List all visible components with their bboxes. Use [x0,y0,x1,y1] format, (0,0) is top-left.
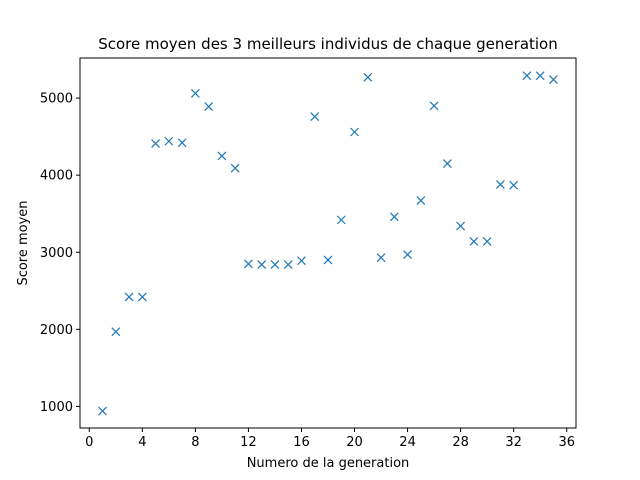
y-tick-label: 1000 [40,400,73,415]
data-point [257,260,267,270]
data-point [98,406,107,416]
data-point [164,136,174,146]
data-point [403,250,412,259]
x-axis-label: Numero de la generation [247,456,410,471]
data-point [495,179,505,189]
data-point [230,163,240,173]
data-point [416,196,426,206]
data-point [124,292,134,302]
data-point [204,102,214,111]
data-point [442,159,452,169]
x-tick-label: 0 [85,435,93,450]
x-tick-label: 4 [138,435,146,450]
data-point [363,72,373,82]
data-point [389,212,399,222]
x-tick-label: 32 [505,435,522,450]
y-tick-label: 3000 [40,246,73,261]
data-point [376,253,386,263]
y-tick-label: 4000 [40,169,73,184]
data-point [469,237,479,246]
data-point [177,138,187,148]
data-point [190,89,200,98]
y-tick-label: 2000 [40,323,73,338]
data-point [137,292,147,302]
y-axis-label: Score moyen [16,200,31,285]
data-point [270,260,280,270]
data-points [98,71,558,416]
axis-ticks: 0 4 8 12 16 20 24 28 32 36 1000 2000 3000 4000 5000 [40,92,575,450]
data-point [217,151,227,161]
chart-title: Score moyen des 3 meilleurs individus de… [98,35,558,53]
data-point [350,127,359,137]
data-point [429,101,439,111]
data-point [482,237,492,246]
data-point [336,215,346,225]
x-tick-label: 20 [346,435,363,450]
data-point [111,327,121,337]
data-point [283,260,293,270]
x-tick-label: 36 [558,435,575,450]
data-point [297,256,306,266]
x-tick-label: 16 [293,435,310,450]
data-point [456,221,466,231]
data-point [244,259,253,269]
x-tick-label: 28 [452,435,469,450]
axes-frame [79,57,577,429]
data-point [509,180,519,190]
data-point [522,71,532,81]
data-point [310,112,320,122]
data-point [549,75,558,85]
data-point [535,71,545,81]
data-point [151,139,161,148]
y-tick-label: 5000 [40,92,73,107]
x-tick-label: 24 [399,435,416,450]
x-tick-label: 12 [240,435,257,450]
x-tick-label: 8 [191,435,199,450]
data-point [323,255,333,265]
